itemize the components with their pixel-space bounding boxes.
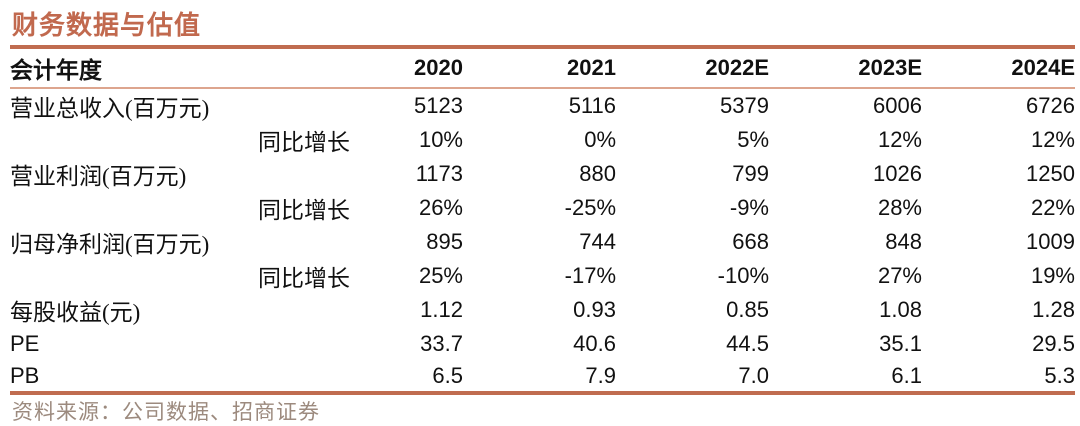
- value-cell: -25%: [564, 195, 616, 220]
- row-label: 营业总收入(百万元): [10, 88, 310, 123]
- table-row: 每股收益(元) 1.12 0.93 0.85 1.08 1.28: [10, 293, 1075, 327]
- financial-valuation-table: 会计年度 2020 2021 2022E 2023E 2024E 营业总收入(百…: [10, 45, 1075, 395]
- value-cell: 5379: [720, 93, 769, 118]
- table-row: PE 33.7 40.6 44.5 35.1 29.5: [10, 327, 1075, 360]
- table-row: 归母净利润(百万元) 895 744 668 848 1009: [10, 225, 1075, 259]
- value-cell: 6.1: [891, 362, 922, 388]
- value-cell: 6006: [873, 93, 922, 118]
- value-cell: 7.9: [585, 362, 616, 388]
- value-cell: 895: [426, 229, 463, 254]
- table-body: 营业总收入(百万元) 5123 5116 5379 6006 6726 同比增长 10%…: [10, 88, 1075, 393]
- value-cell: 29.5: [1032, 330, 1075, 356]
- value-cell: 1.12: [420, 297, 463, 322]
- col-header-2021: 2021: [567, 55, 616, 80]
- value-cell: 6.5: [432, 362, 463, 388]
- value-cell: 28%: [877, 195, 922, 220]
- value-cell: 35.1: [879, 330, 922, 356]
- row-label: 同比增长: [10, 123, 350, 157]
- value-cell: 40.6: [573, 330, 616, 356]
- page-title: 财务数据与估值: [12, 11, 202, 40]
- value-cell: 12%: [877, 127, 922, 152]
- row-label-text: PE: [10, 330, 40, 356]
- value-cell: -9%: [729, 195, 769, 220]
- row-label-text: 每股收益(元): [10, 300, 141, 325]
- value-cell: 27%: [877, 263, 922, 288]
- table-row: 同比增长 26% -25% -9% 28% 22%: [10, 191, 1075, 225]
- table-row: 同比增长 25% -17% -10% 27% 19%: [10, 259, 1075, 293]
- table-row: 同比增长 10% 0% 5% 12% 12%: [10, 123, 1075, 157]
- row-label-text: 归母净利润(百万元): [10, 232, 210, 257]
- value-cell: -10%: [717, 263, 769, 288]
- value-cell: 1009: [1026, 229, 1075, 254]
- value-cell: 880: [579, 161, 616, 186]
- value-cell: 0.93: [573, 297, 616, 322]
- value-cell: 1250: [1026, 161, 1075, 186]
- value-cell: 0%: [584, 127, 616, 152]
- col-header-2023e: 2023E: [858, 55, 922, 80]
- table-row: 营业利润(百万元) 1173 880 799 1026 1250: [10, 157, 1075, 191]
- col-header-2022e: 2022E: [705, 55, 769, 80]
- row-label: 同比增长: [10, 259, 350, 293]
- value-cell: 1.08: [879, 297, 922, 322]
- value-cell: 5116: [568, 93, 616, 118]
- value-cell: 44.5: [726, 330, 769, 356]
- value-cell: 799: [732, 161, 769, 186]
- value-cell: 5%: [737, 127, 769, 152]
- value-cell: 22%: [1030, 195, 1075, 220]
- row-label-text: 同比增长: [258, 198, 350, 223]
- value-cell: -17%: [564, 263, 616, 288]
- value-cell: 848: [885, 229, 922, 254]
- row-label-text: 同比增长: [258, 266, 350, 291]
- row-label-text: 同比增长: [258, 130, 350, 155]
- col-header-fiscal-year: 会计年度: [10, 58, 102, 83]
- row-label-text: PB: [10, 362, 40, 388]
- value-cell: 1026: [873, 161, 922, 186]
- row-label: PB: [10, 360, 310, 393]
- value-cell: 10%: [418, 127, 463, 152]
- row-label: 营业利润(百万元): [10, 157, 310, 191]
- row-label: PE: [10, 327, 310, 360]
- table-header-row: 会计年度 2020 2021 2022E 2023E 2024E: [10, 47, 1075, 88]
- value-cell: 1.28: [1032, 297, 1075, 322]
- table-row: 营业总收入(百万元) 5123 5116 5379 6006 6726: [10, 88, 1075, 123]
- value-cell: 19%: [1030, 263, 1075, 288]
- value-cell: 0.85: [726, 297, 769, 322]
- value-cell: 668: [732, 229, 769, 254]
- row-label-text: 营业利润(百万元): [10, 164, 187, 189]
- row-label: 每股收益(元): [10, 293, 310, 327]
- row-label: 同比增长: [10, 191, 350, 225]
- col-header-2024e: 2024E: [1011, 55, 1075, 80]
- col-header-2020: 2020: [414, 55, 463, 80]
- value-cell: 12%: [1030, 127, 1075, 152]
- value-cell: 26%: [418, 195, 463, 220]
- value-cell: 5.3: [1044, 362, 1075, 388]
- value-cell: 6726: [1026, 93, 1075, 118]
- source-note: 资料来源：公司数据、招商证券: [12, 400, 320, 424]
- row-label: 归母净利润(百万元): [10, 225, 310, 259]
- value-cell: 744: [579, 229, 616, 254]
- table-header: 会计年度 2020 2021 2022E 2023E 2024E: [10, 47, 1075, 88]
- table-row: PB 6.5 7.9 7.0 6.1 5.3: [10, 360, 1075, 393]
- value-cell: 5123: [414, 93, 463, 118]
- value-cell: 7.0: [738, 362, 769, 388]
- row-label-text: 营业总收入(百万元): [10, 96, 210, 121]
- value-cell: 1173: [415, 161, 463, 186]
- value-cell: 33.7: [420, 330, 463, 356]
- value-cell: 25%: [418, 263, 463, 288]
